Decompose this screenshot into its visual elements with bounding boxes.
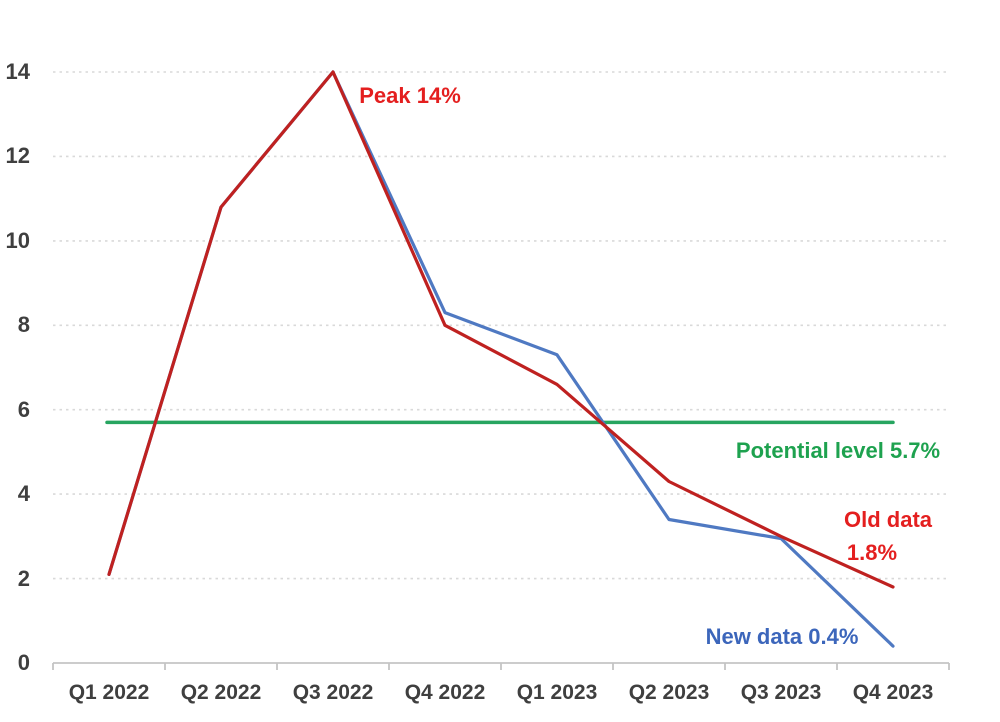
y-axis-tick-label-14: 14 (5, 59, 30, 84)
new-data-label: New data 0.4% (705, 624, 859, 649)
y-axis-tick-label-0: 0 (17, 650, 30, 675)
y-axis-tick-label-6: 6 (17, 396, 30, 422)
y-axis-tick-label-8: 8 (17, 312, 30, 338)
x-axis-tick-label-2: Q2 2022 (180, 681, 262, 704)
x-axis-tick-label-7: Q3 2023 (740, 681, 822, 704)
x-axis-tick-label-6: Q2 2023 (628, 681, 710, 704)
x-axis-tick-label-3: Q3 2022 (292, 681, 374, 704)
old-data-label: Old data (843, 507, 933, 532)
x-axis-tick-label-8: Q4 2023 (852, 681, 934, 704)
x-axis-tick-label-1: Q1 2022 (68, 681, 150, 704)
series-line-old-data (107, 70, 895, 589)
potential-label: Potential level 5.7% (735, 438, 941, 463)
peak-label: Peak 14% (359, 83, 461, 108)
y-axis-tick-label-2: 2 (17, 565, 30, 591)
old-data-value: 1.8% (846, 540, 898, 565)
y-axis-tick-label-12: 12 (5, 143, 30, 169)
x-axis-tick-label-4: Q4 2022 (404, 681, 486, 704)
y-axis-tick-label-4: 4 (17, 481, 30, 507)
x-axis-tick-label-5: Q1 2023 (516, 681, 598, 704)
y-axis-tick-label-10: 10 (5, 227, 30, 253)
series-line-new-data (107, 70, 895, 648)
